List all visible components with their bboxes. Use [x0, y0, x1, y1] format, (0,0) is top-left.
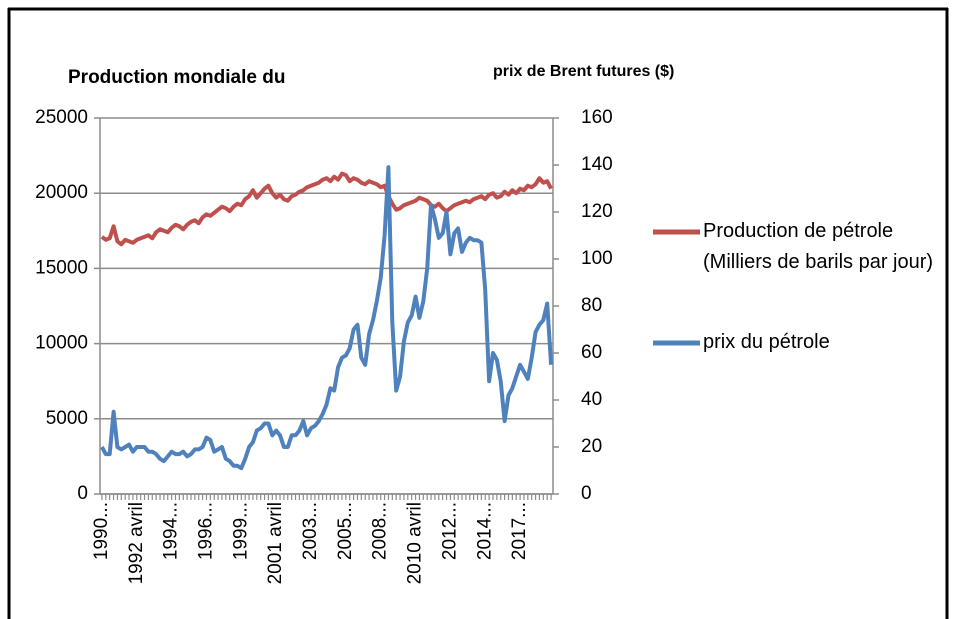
- x-tick-label: 2005...: [335, 502, 356, 560]
- y2-tick-label: 20: [581, 436, 602, 457]
- x-tick-label: 2014...: [474, 502, 495, 560]
- x-tick-label: 2001 avril: [265, 502, 286, 584]
- series-line: [100, 165, 554, 471]
- y-tick-label: 20000: [35, 182, 88, 203]
- y2-tick-label: 60: [581, 342, 602, 363]
- legend-label: Production de pétrole (Milliers de baril…: [703, 220, 934, 273]
- x-tick-label: 2010 avril: [405, 502, 426, 584]
- x-tick-label: 1992 avril: [126, 502, 147, 584]
- y-tick-label: 25000: [35, 107, 88, 128]
- y2-tick-label: 160: [581, 107, 613, 128]
- y2-title: prix de Brent futures ($): [493, 63, 674, 80]
- legend-label: prix du pétrole: [703, 331, 830, 353]
- x-tick-label: 1999...: [230, 502, 251, 560]
- x-tick-label: 1994...: [161, 502, 182, 560]
- x-tick-label: 2012...: [439, 502, 460, 560]
- x-tick-label: 1990...: [91, 502, 112, 560]
- y2-tick-label: 120: [581, 201, 613, 222]
- x-tick-label: 1996...: [195, 502, 216, 560]
- x-tick-label: 2017...: [509, 502, 530, 560]
- y2-tick-label: 0: [581, 483, 592, 504]
- series-line: [100, 171, 553, 247]
- y2-tick-label: 140: [581, 154, 613, 175]
- y-tick-label: 5000: [46, 408, 88, 429]
- y-tick-label: 15000: [35, 257, 88, 278]
- x-tick-label: 2003...: [300, 502, 321, 560]
- y2-tick-label: 100: [581, 248, 613, 269]
- y-tick-label: 0: [77, 483, 88, 504]
- y-tick-label: 10000: [35, 333, 88, 354]
- y2-tick-label: 80: [581, 295, 602, 316]
- chart-title: Production mondiale du: [68, 67, 285, 88]
- x-tick-label: 2008...: [370, 502, 391, 560]
- y2-tick-label: 40: [581, 389, 602, 410]
